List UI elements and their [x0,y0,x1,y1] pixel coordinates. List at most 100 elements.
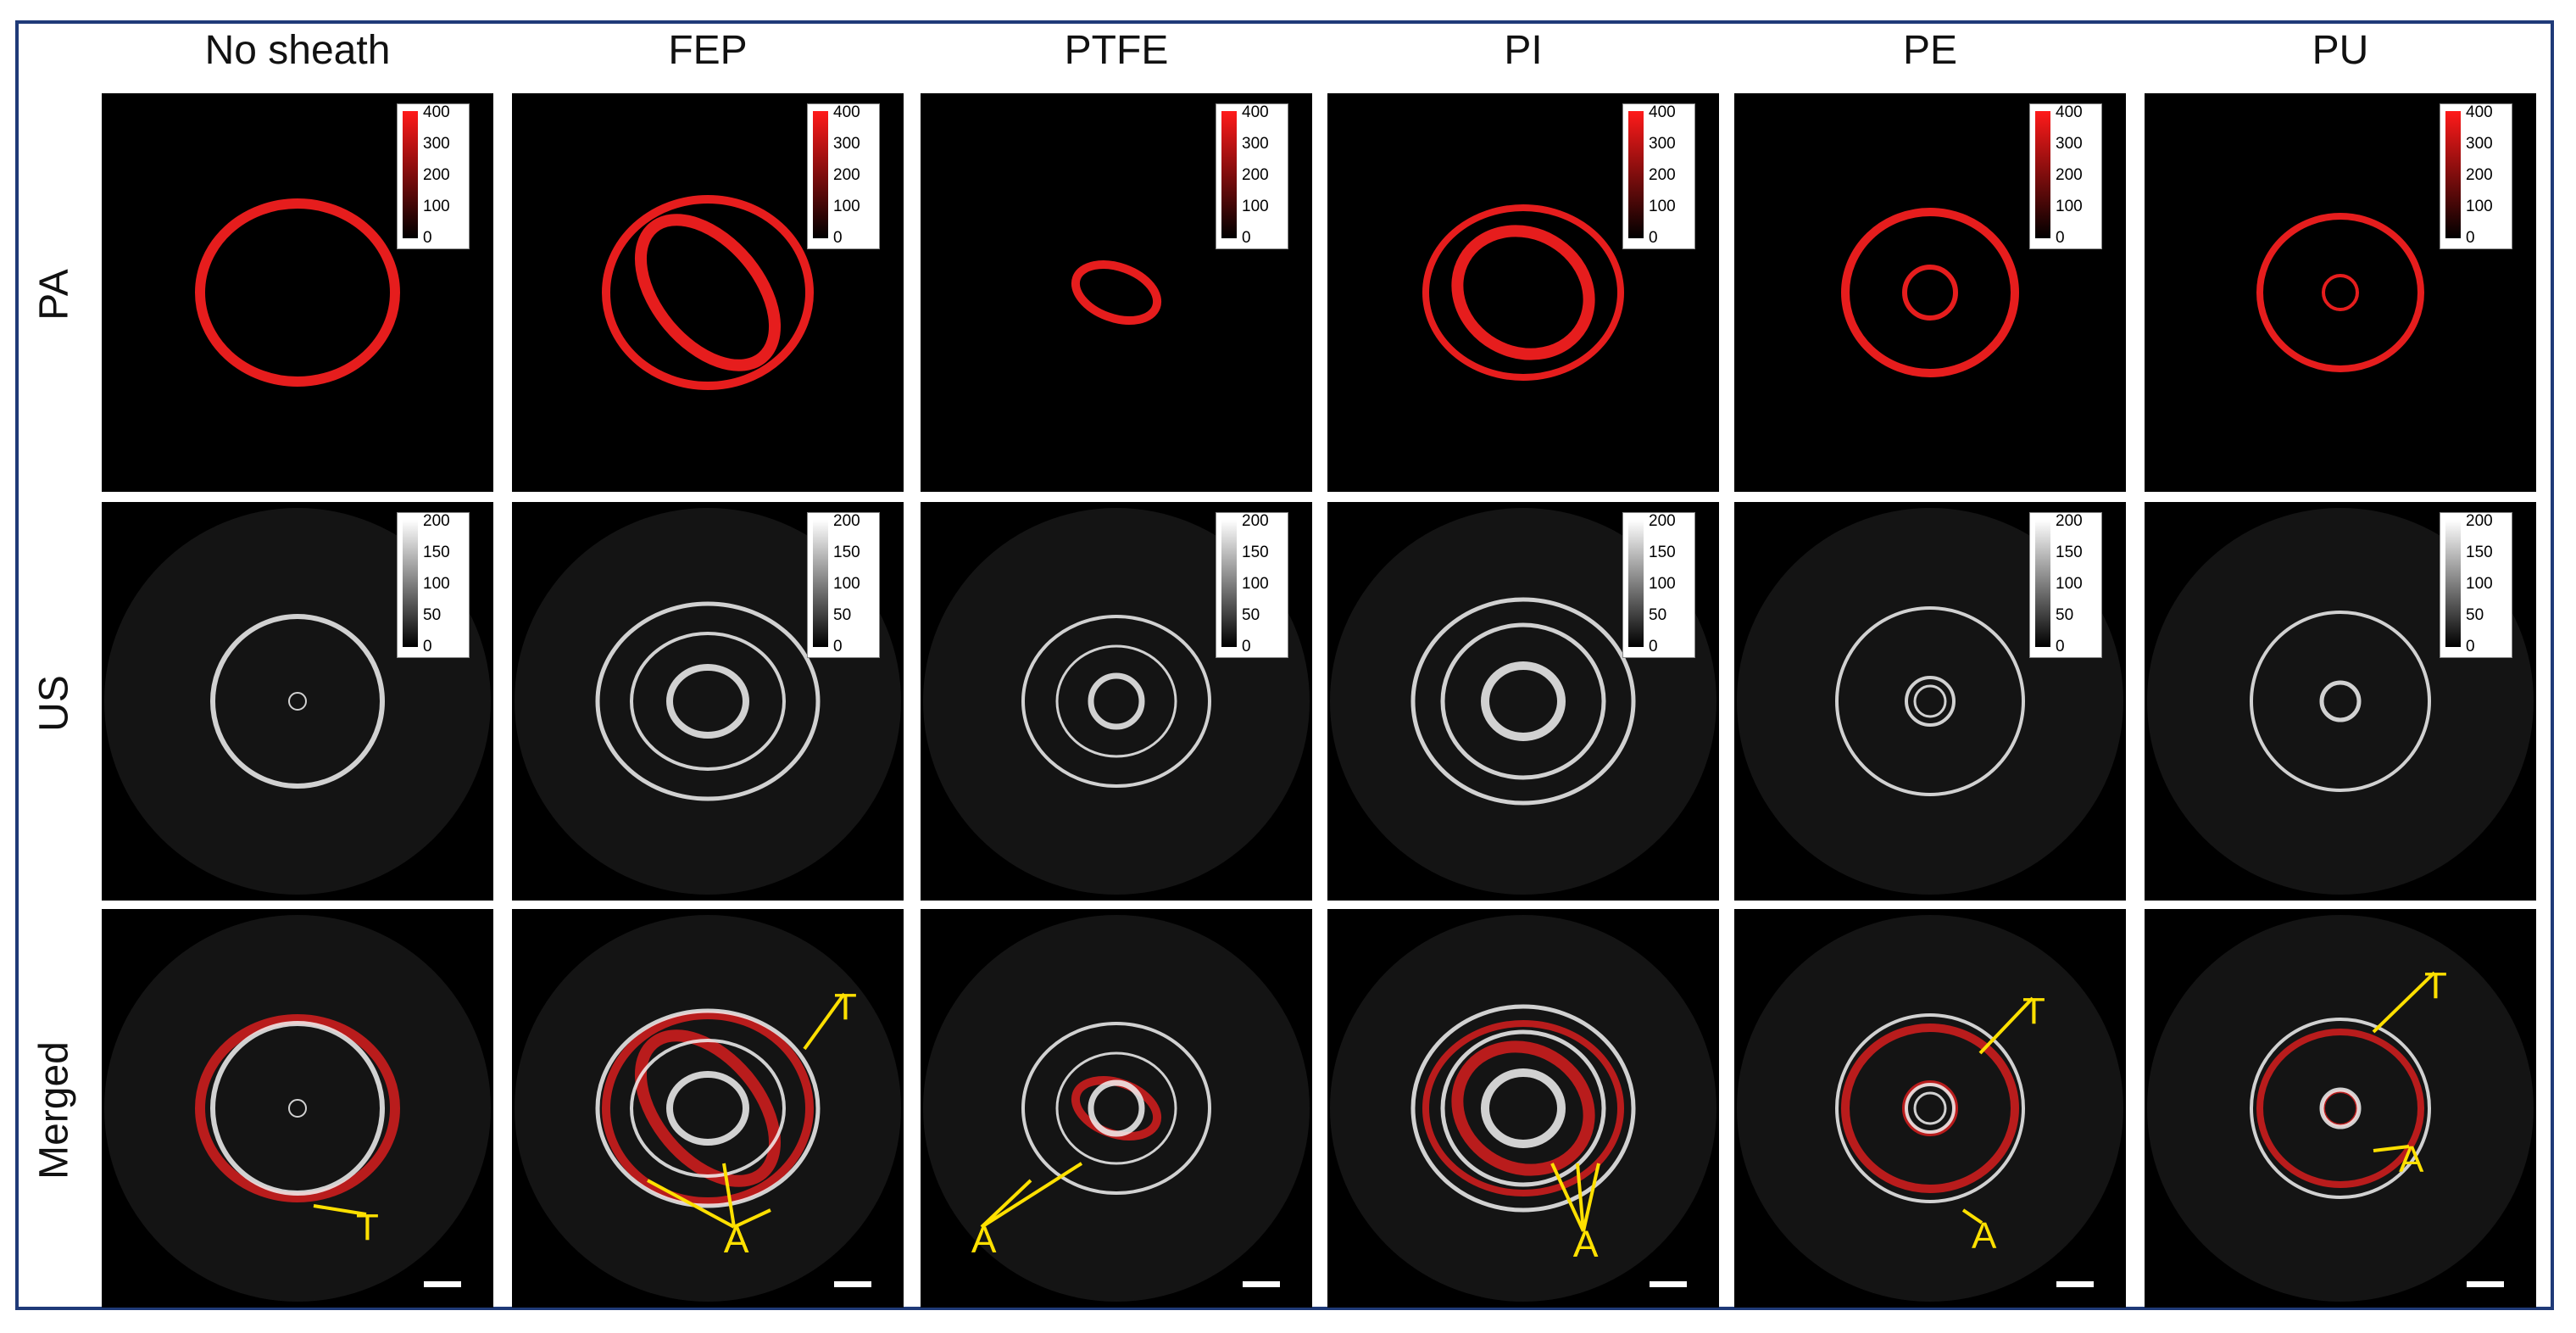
us-colorbar: 200 150 100 50 0 [2029,512,2102,658]
colorbar-tick: 50 [833,606,852,624]
scale-bar [834,1281,871,1287]
colorbar-tick: 0 [1242,229,1251,247]
column-title: No sheath [204,28,391,73]
colorbar-tick: 0 [1242,638,1251,655]
colorbar-tick: 0 [1649,638,1658,655]
colorbar-tick: 50 [2466,606,2484,624]
image-panel-merged-1: T [102,909,493,1308]
artifact-label: A [724,1219,749,1261]
colorbar-tick: 400 [423,103,450,121]
image-panel-pa-4: 400 300 200 100 0 [1327,93,1719,492]
artifact-label: A [1573,1224,1599,1265]
colorbar-tick: 200 [2466,512,2493,530]
us-colorbar: 200 150 100 50 0 [1216,512,1288,658]
us-colorbar: 200 150 100 50 0 [807,512,880,658]
colorbar-tick: 150 [833,544,860,561]
scale-bar [424,1281,461,1287]
colorbar-tick: 50 [423,606,442,624]
pa-colorbar: 400 300 200 100 0 [397,103,470,249]
colorbar-tick: 150 [423,544,450,561]
colorbar-tick: 150 [2466,544,2493,561]
colorbar-tick: 150 [2056,544,2083,561]
column-title: PU [2312,28,2369,73]
colorbar-tick: 200 [1242,166,1269,184]
colorbar-tick: 100 [2466,575,2493,593]
colorbar-tick: 200 [2056,166,2083,184]
image-panel-pa-3: 400 300 200 100 0 [921,93,1312,492]
colorbar-tick: 100 [423,198,450,215]
colorbar-gradient [403,520,418,647]
row-title: Merged [31,1041,77,1180]
colorbar-gradient [813,520,828,647]
us-colorbar: 200 150 100 50 0 [2440,512,2512,658]
colorbar-tick: 200 [423,512,450,530]
colorbar-tick: 200 [833,512,860,530]
tube-label: T [2022,990,2045,1032]
colorbar-tick: 300 [2466,135,2493,153]
colorbar-tick: 200 [2056,512,2083,530]
pa-colorbar: 400 300 200 100 0 [2029,103,2102,249]
colorbar-tick: 0 [2466,638,2475,655]
pa-colorbar: 400 300 200 100 0 [807,103,880,249]
colorbar-tick: 50 [2056,606,2074,624]
colorbar-tick: 150 [1649,544,1676,561]
image-panel-pa-6: 400 300 200 100 0 [2145,93,2536,492]
colorbar-tick: 300 [1649,135,1676,153]
scale-bar [1650,1281,1687,1287]
colorbar-gradient [2445,520,2461,647]
image-panel-pa-1: 400 300 200 100 0 [102,93,493,492]
colorbar-tick: 0 [833,638,843,655]
colorbar-tick: 100 [423,575,450,593]
colorbar-tick: 50 [1649,606,1667,624]
column-title: PI [1504,28,1543,73]
image-panel-pa-5: 400 300 200 100 0 [1734,93,2126,492]
pa-colorbar: 400 300 200 100 0 [1216,103,1288,249]
artifact-label: A [1573,1224,1599,1265]
colorbar-tick: 0 [423,638,432,655]
pa-colorbar: 400 300 200 100 0 [1622,103,1695,249]
colorbar-tick: 100 [2056,575,2083,593]
colorbar-tick: 300 [1242,135,1269,153]
image-panel-us-1: 200 150 100 50 0 [102,502,493,901]
colorbar-gradient [2035,520,2050,647]
artifact-label: A [1972,1215,1997,1257]
colorbar-tick: 400 [1649,103,1676,121]
colorbar-tick: 200 [423,166,450,184]
artifact-label: A [2399,1139,2424,1180]
colorbar-tick: 100 [833,575,860,593]
colorbar-tick: 0 [2056,229,2065,247]
tube-label: T [356,1207,379,1248]
row-title: US [31,675,77,732]
colorbar-tick: 400 [1242,103,1269,121]
image-panel-us-3: 200 150 100 50 0 [921,502,1312,901]
colorbar-gradient [1628,520,1644,647]
column-title: PTFE [1064,28,1169,73]
pa-colorbar: 400 300 200 100 0 [2440,103,2512,249]
colorbar-gradient [2035,111,2050,238]
colorbar-tick: 100 [1242,198,1269,215]
colorbar-gradient [1221,520,1237,647]
colorbar-gradient [1221,111,1237,238]
image-panel-us-4: 200 150 100 50 0 [1327,502,1719,901]
colorbar-tick: 50 [1242,606,1260,624]
tube-label: T [834,986,857,1028]
image-panel-us-5: 200 150 100 50 0 [1734,502,2126,901]
colorbar-gradient [2445,111,2461,238]
colorbar-tick: 0 [2466,229,2475,247]
colorbar-tick: 400 [2056,103,2083,121]
colorbar-tick: 200 [833,166,860,184]
us-colorbar: 200 150 100 50 0 [397,512,470,658]
colorbar-tick: 200 [2466,166,2493,184]
image-panel-us-6: 200 150 100 50 0 [2145,502,2536,901]
colorbar-tick: 0 [423,229,432,247]
colorbar-tick: 300 [423,135,450,153]
column-title: PE [1902,28,1958,73]
scale-bar [2467,1281,2504,1287]
artifact-label: A [971,1219,997,1261]
scale-bar [2056,1281,2094,1287]
colorbar-tick: 300 [833,135,860,153]
